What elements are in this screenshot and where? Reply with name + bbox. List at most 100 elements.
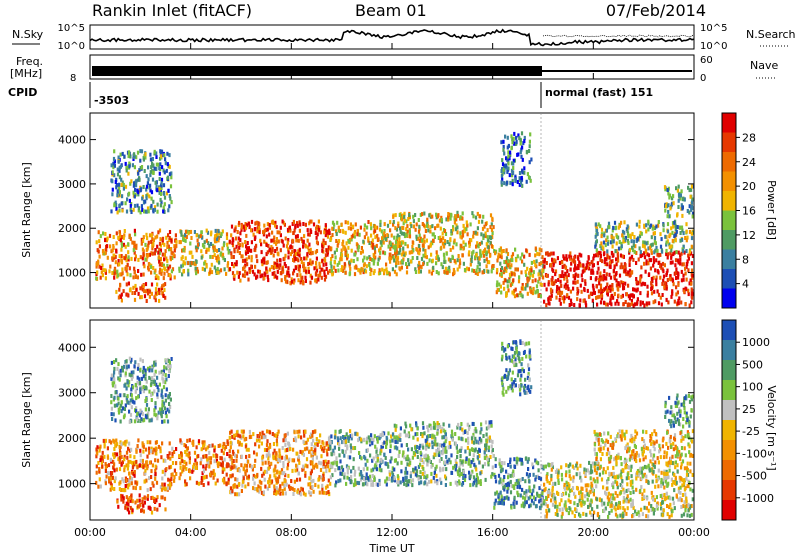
heatmap-cell bbox=[669, 260, 672, 265]
heatmap-cell bbox=[390, 434, 393, 439]
heatmap-cell bbox=[521, 157, 524, 162]
heatmap-cell bbox=[145, 379, 148, 384]
heatmap-cell bbox=[666, 222, 670, 227]
heatmap-cell bbox=[655, 275, 658, 280]
heatmap-cell bbox=[304, 470, 307, 475]
heatmap-cell bbox=[303, 234, 306, 239]
heatmap-cell bbox=[354, 222, 357, 227]
heatmap-cell bbox=[622, 254, 625, 259]
heatmap-cell bbox=[589, 291, 592, 296]
heatmap-cell bbox=[256, 488, 259, 493]
heatmap-cell bbox=[276, 230, 279, 235]
heatmap-cell bbox=[359, 250, 363, 255]
heatmap-cell bbox=[170, 200, 173, 205]
heatmap-cell bbox=[182, 237, 185, 242]
heatmap-cell bbox=[130, 493, 133, 498]
heatmap-cell bbox=[221, 463, 224, 468]
heatmap-cell bbox=[674, 232, 677, 237]
heatmap-cell bbox=[681, 262, 684, 267]
heatmap-cell bbox=[374, 444, 377, 449]
heatmap-cell bbox=[496, 280, 499, 285]
heatmap-cell bbox=[459, 426, 462, 431]
heatmap-cell bbox=[159, 257, 162, 261]
heatmap-cell bbox=[373, 269, 376, 274]
heatmap-cell bbox=[403, 481, 406, 486]
heatmap-cell bbox=[135, 243, 138, 248]
heatmap-cell bbox=[139, 458, 142, 463]
heatmap-cell bbox=[467, 252, 470, 257]
heatmap-cell bbox=[296, 223, 299, 228]
heatmap-cell bbox=[99, 458, 102, 463]
heatmap-cell bbox=[116, 366, 119, 371]
heatmap-cell bbox=[513, 294, 517, 299]
heatmap-cell bbox=[272, 442, 276, 446]
heatmap-cell bbox=[284, 435, 287, 440]
heatmap-cell bbox=[196, 245, 199, 250]
heatmap-cell bbox=[605, 257, 608, 262]
heatmap-cell bbox=[551, 260, 554, 264]
heatmap-cell bbox=[628, 273, 631, 278]
heatmap-cell bbox=[192, 464, 195, 469]
heatmap-cell bbox=[110, 373, 113, 378]
heatmap-cell bbox=[292, 219, 295, 224]
heatmap-cell bbox=[211, 443, 214, 448]
heatmap-cell bbox=[518, 171, 522, 175]
heatmap-cell bbox=[441, 231, 444, 236]
heatmap-cell bbox=[165, 377, 168, 382]
heatmap-cell bbox=[677, 250, 680, 255]
heatmap-cell bbox=[119, 152, 122, 157]
heatmap-cell bbox=[168, 230, 172, 234]
heatmap-cell bbox=[625, 292, 628, 297]
heatmap-cell bbox=[521, 294, 524, 299]
heatmap-cell bbox=[300, 486, 303, 491]
heatmap-cell bbox=[116, 452, 119, 457]
heatmap-cell bbox=[468, 243, 471, 248]
heatmap-cell bbox=[223, 267, 226, 272]
heatmap-cell bbox=[256, 274, 259, 279]
heatmap-cell bbox=[149, 157, 152, 162]
heatmap-cell bbox=[133, 364, 136, 369]
heatmap-cell bbox=[679, 261, 682, 266]
heatmap-cell bbox=[329, 464, 332, 469]
heatmap-cell bbox=[461, 462, 464, 467]
heatmap-cell bbox=[147, 240, 150, 245]
heatmap-cell bbox=[366, 482, 369, 487]
heatmap-cell bbox=[318, 460, 321, 465]
heatmap-cell bbox=[617, 293, 620, 298]
heatmap-cell bbox=[400, 231, 404, 236]
heatmap-cell bbox=[675, 229, 678, 234]
heatmap-cell bbox=[488, 235, 491, 240]
heatmap-cell bbox=[268, 222, 271, 227]
heatmap-cell bbox=[449, 481, 452, 486]
heatmap-cell bbox=[287, 238, 290, 242]
heatmap-cell bbox=[185, 235, 188, 239]
heatmap-cell bbox=[523, 166, 526, 171]
heatmap-cell bbox=[505, 256, 509, 261]
heatmap-cell bbox=[537, 293, 540, 298]
heatmap-cell bbox=[96, 248, 99, 253]
heatmap-cell bbox=[258, 444, 261, 449]
heatmap-cell bbox=[165, 358, 168, 363]
heatmap-cell bbox=[244, 484, 247, 489]
heatmap-cell bbox=[622, 269, 626, 274]
heatmap-cell bbox=[294, 438, 298, 443]
heatmap-cell bbox=[250, 264, 253, 269]
heatmap-cell bbox=[314, 250, 317, 255]
heatmap-cell bbox=[525, 248, 528, 253]
heatmap-cell bbox=[464, 242, 467, 247]
heatmap-cell bbox=[146, 494, 150, 499]
heatmap-cell bbox=[537, 272, 540, 277]
heatmap-cell bbox=[667, 252, 670, 257]
heatmap-cell bbox=[506, 284, 509, 289]
heatmap-cell bbox=[635, 279, 638, 284]
heatmap-cell bbox=[164, 393, 167, 398]
heatmap-cell bbox=[640, 265, 643, 270]
heatmap-cell bbox=[223, 467, 226, 472]
heatmap-cell bbox=[643, 251, 646, 256]
heatmap-cell bbox=[139, 448, 142, 453]
heatmap-cell bbox=[159, 449, 162, 454]
heatmap-cell bbox=[284, 236, 287, 241]
heatmap-cell bbox=[146, 206, 150, 211]
heatmap-cell bbox=[310, 479, 313, 484]
heatmap-cell bbox=[564, 265, 568, 270]
